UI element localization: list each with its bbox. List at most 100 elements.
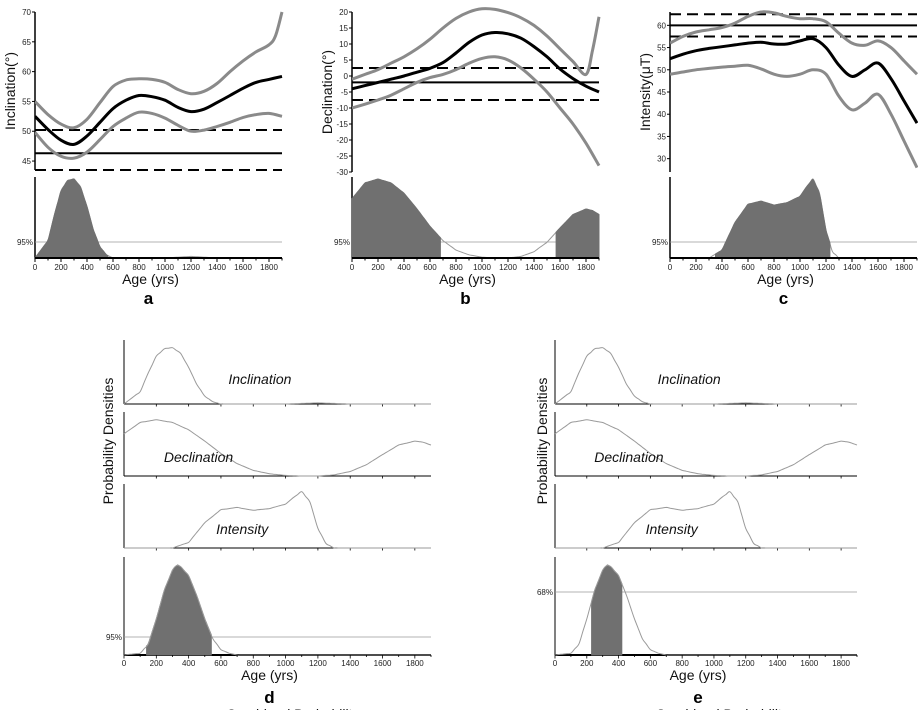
x-tick-label: 1200 — [499, 263, 517, 272]
y-tick-label: 60 — [22, 68, 31, 77]
density-label: Inclination — [658, 371, 721, 387]
density-subpanel: 95% — [652, 177, 917, 259]
density-subplot: Declination — [554, 412, 858, 479]
y-axis-label: Declination(°) — [319, 50, 335, 134]
x-tick-label: 1000 — [473, 263, 491, 272]
curve-group — [352, 7, 601, 167]
density-shaded-area — [715, 178, 831, 259]
y-tick-label: 15 — [339, 24, 348, 33]
y-tick-label: -25 — [336, 152, 348, 161]
density-label: Inclination — [228, 371, 291, 387]
y-tick-label: 10 — [339, 40, 348, 49]
x-tick-label: 0 — [350, 263, 355, 272]
y-tick-label: 55 — [22, 97, 31, 106]
x-tick-label: 1800 — [895, 263, 913, 272]
y-tick-label: 45 — [22, 157, 31, 166]
panel-letter: c — [779, 289, 788, 308]
x-axis-label: Age (yrs) — [122, 271, 179, 287]
x-tick-label: 1200 — [182, 263, 200, 272]
x-tick-label: 1800 — [577, 263, 595, 272]
density-label: Intensity — [216, 521, 269, 537]
curve-group — [35, 11, 284, 160]
y-axis-label: Probability Densities — [100, 378, 116, 505]
x-tick-label: 1400 — [525, 263, 543, 272]
y-tick-label: -20 — [336, 136, 348, 145]
x-tick-label: 1000 — [705, 659, 723, 668]
confidence-envelope-upper — [670, 10, 918, 76]
confidence-label: 68% — [537, 588, 553, 597]
confidence-envelope-lower — [35, 110, 283, 160]
x-tick-label: 0 — [122, 659, 127, 668]
y-tick-label: 30 — [657, 155, 666, 164]
x-axis-label: Age (yrs) — [241, 667, 298, 683]
density-subplot: Intensity — [554, 484, 857, 551]
x-tick-label: 1000 — [277, 659, 295, 668]
x-tick-label: 400 — [612, 659, 626, 668]
density-subplot: Declination — [123, 412, 432, 479]
panel-letter: d — [264, 688, 274, 707]
y-tick-label: 70 — [22, 8, 31, 17]
density-curve — [554, 564, 857, 656]
confidence-envelope-lower — [352, 55, 601, 167]
x-axis-label: Age (yrs) — [439, 271, 496, 287]
mean-curve — [670, 36, 918, 124]
density-curve — [123, 564, 431, 656]
confidence-envelope-upper — [35, 11, 284, 130]
x-tick-label: 1200 — [737, 659, 755, 668]
density-label: Combined Probability — [655, 706, 789, 710]
x-tick-label: 1400 — [208, 263, 226, 272]
x-axis-label: Age (yrs) — [757, 271, 814, 287]
y-tick-label: 50 — [657, 66, 666, 75]
y-tick-label: 5 — [344, 56, 349, 65]
x-tick-label: 200 — [689, 263, 703, 272]
y-axis-label: Probability Densities — [534, 378, 550, 505]
density-subplot: 68% Combined Probability — [537, 557, 857, 710]
density-subpanel: 95% — [334, 177, 600, 259]
x-tick-label: 1600 — [869, 263, 887, 272]
confidence-envelope-upper — [352, 7, 601, 81]
density-curve — [554, 419, 858, 477]
combined-shaded-area — [591, 564, 623, 656]
x-tick-label: 800 — [767, 263, 781, 272]
density-label: Declination — [594, 449, 663, 465]
x-tick-label: 600 — [741, 263, 755, 272]
y-tick-label: 0 — [344, 72, 349, 81]
density-label: Combined Probability — [225, 706, 359, 710]
y-tick-label: 60 — [657, 21, 666, 30]
y-tick-label: 55 — [657, 44, 666, 53]
panel-e: Inclination Declination Intensity 68% Combin… — [534, 340, 858, 710]
x-tick-label: 1400 — [843, 263, 861, 272]
x-tick-label: 600 — [106, 263, 120, 272]
y-tick-label: 65 — [22, 38, 31, 47]
density-subplot: Intensity — [123, 484, 431, 551]
y-axis-label: Intensity(μT) — [637, 53, 653, 131]
x-tick-label: 600 — [423, 263, 437, 272]
density-curve — [123, 419, 432, 477]
panel-d: Inclination Declination Intensity 95% Combin… — [100, 340, 432, 710]
panel-letter: a — [144, 289, 154, 308]
density-curve — [554, 347, 857, 405]
y-tick-label: 40 — [657, 110, 666, 119]
y-tick-label: 35 — [657, 132, 666, 141]
x-tick-label: 1000 — [791, 263, 809, 272]
x-tick-label: 1600 — [374, 659, 392, 668]
y-tick-label: 50 — [22, 127, 31, 136]
density-shaded-area — [351, 178, 441, 259]
x-tick-label: 400 — [182, 659, 196, 668]
y-tick-label: -10 — [336, 104, 348, 113]
density-subpanel: 95% — [17, 177, 282, 259]
x-tick-label: 400 — [80, 263, 94, 272]
panel-letter: e — [693, 688, 702, 707]
density-label: Declination — [164, 449, 233, 465]
confidence-label: 95% — [334, 238, 350, 247]
x-tick-label: 1200 — [817, 263, 835, 272]
density-label: Intensity — [646, 521, 699, 537]
x-tick-label: 1000 — [156, 263, 174, 272]
y-tick-label: 20 — [339, 8, 348, 17]
confidence-label: 95% — [17, 238, 33, 247]
density-curve — [554, 491, 857, 549]
x-tick-label: 1800 — [406, 659, 424, 668]
density-subplot: 95% Combined Probability — [106, 557, 431, 710]
panel-a: 45 50 55 60 65 70 Inclination(°) 95% 0 200 400 600 8… — [2, 8, 284, 308]
